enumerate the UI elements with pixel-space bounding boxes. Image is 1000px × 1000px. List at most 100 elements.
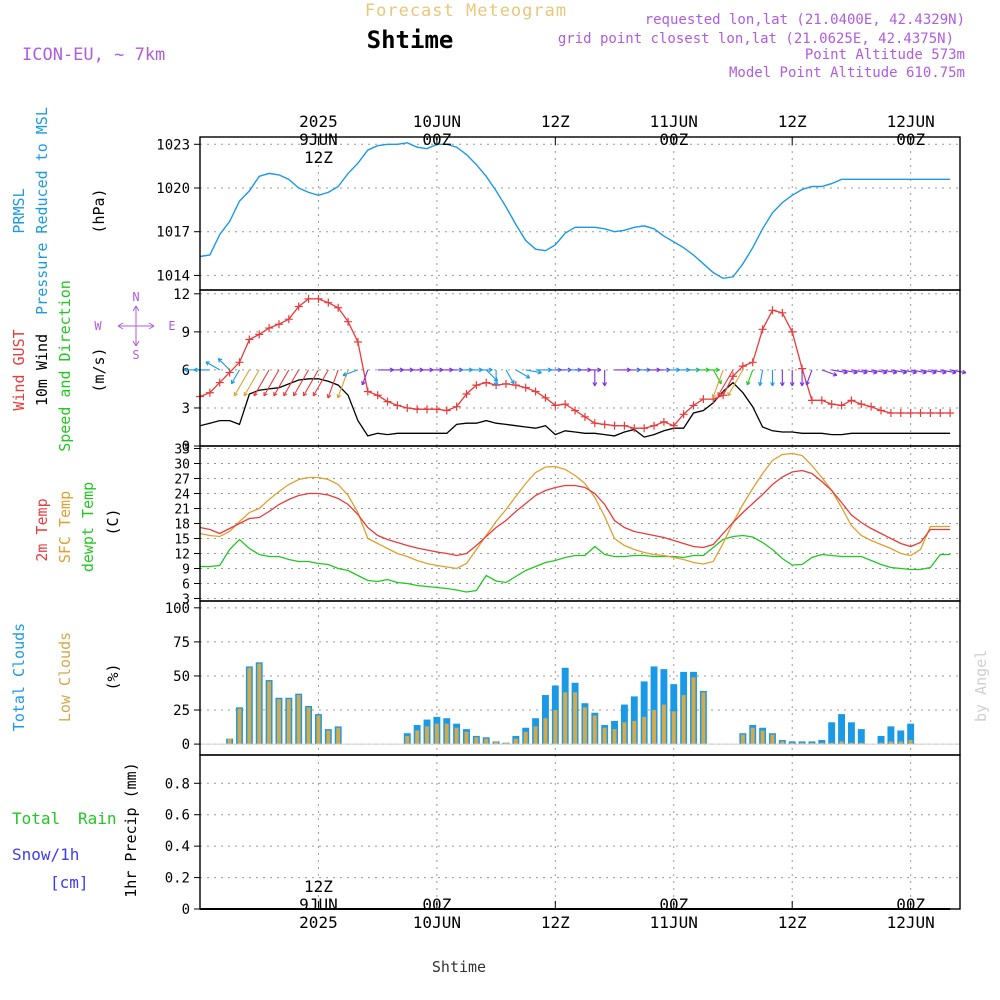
low-clouds-bar [434,723,439,745]
model-label: ICON-EU, ~ 7km [22,45,165,65]
low-clouds-bar [592,715,597,745]
gust-marker [867,402,876,411]
low-clouds-bar [602,727,607,745]
low-clouds-bar [444,723,449,745]
gust-marker [373,391,382,400]
wind-arrow-head [273,391,278,397]
low-clouds-bar [523,731,528,745]
gust-marker [561,400,570,409]
low-clouds-bar [267,681,272,745]
dewpt-label: dewpt Temp [79,482,97,572]
clouds-tick-label: 25 [173,703,190,719]
time-axis-label: 12Z [541,913,570,932]
wind-arrow-head [488,367,493,373]
low-clouds-bar [879,742,884,745]
wind-arrow-head [293,391,298,397]
wind-arrow-head [770,382,775,387]
clouds-tick-label: 50 [173,669,190,685]
wind-direction-arrow [205,361,221,371]
wind-direction-arrow [253,369,270,397]
total-clouds-bar [818,740,826,745]
wind-direction-arrow [293,369,310,397]
gridpoint-coords: grid point closest lon,lat (21.0625E, 42… [558,31,954,47]
gust-marker [936,409,945,418]
wind-arrow-head [799,382,805,387]
wind-direction-arrow [920,369,937,374]
wind-direction-arrow [831,369,848,374]
gust-marker [906,409,915,418]
low-clouds-bar [740,734,745,745]
gust-marker [847,396,856,405]
total-clouds-bar [650,666,658,745]
low-clouds-label: Low Clouds [56,632,74,722]
gust-marker [462,390,471,398]
gust-marker [304,294,313,303]
wind-direction-arrow [243,369,260,397]
low-clouds-bar [632,720,637,745]
pressure-unit: (hPa) [90,188,108,233]
gust-marker [877,406,886,415]
wind-direction-arrow [302,369,319,397]
wind-direction-arrow [727,369,744,397]
wind-arrow-head [758,381,763,387]
low-clouds-bar [454,727,459,745]
wind-arrow-head [715,367,720,373]
compass-s: S [132,348,139,362]
gust-marker [245,335,254,344]
gust-marker [837,401,846,410]
gust-marker [817,396,826,405]
t2m-line [199,469,951,557]
low-clouds-bar [316,715,321,745]
wind-arrow-head [537,369,542,375]
gust-marker [827,400,836,409]
gust-marker [571,406,580,415]
wind-tick-label: 3 [182,401,190,417]
gust-marker [482,378,491,387]
gust-marker [699,395,708,404]
wind-direction-arrow [712,369,722,385]
gust-marker [728,372,737,381]
wind-direction-arrow [851,369,868,374]
low-clouds-bar [691,677,696,745]
wind-tick-label: 0 [182,439,190,455]
low-clouds-bar [829,742,834,745]
temp-tick-label: 24 [174,488,190,503]
gust-marker [413,405,422,414]
clouds-tick-label: 0 [182,737,190,753]
pressure-tick-label: 1014 [156,268,190,284]
temp-tick-label: 6 [182,578,190,593]
gust-marker [265,324,274,333]
footer-location: Shtime [432,958,486,976]
total-clouds-bar [630,696,638,745]
precip-unit: 1hr Precip (mm) [122,762,140,897]
gust-marker [896,409,905,418]
gust-marker [511,381,520,390]
gust-marker [363,387,372,396]
gust-marker [640,424,649,433]
gust-marker [738,362,747,371]
wind-direction-arrow [505,369,515,385]
wind10m-line [199,378,951,438]
low-clouds-bar [533,726,538,745]
gust-marker [719,391,728,400]
gust-marker [788,327,797,336]
wind-arrow-head [193,367,198,373]
time-axis-label: 12Z [541,112,570,131]
total-clouds-bar [897,730,905,745]
wind-arrow-head [263,391,268,397]
gust-marker [659,417,668,426]
total-clouds-bar [857,729,865,745]
product-title: Forecast Meteogram [365,1,567,21]
low-clouds-bar [484,738,489,745]
total-rain-label-total: Total [12,809,60,828]
gust-marker [442,406,451,415]
time-axis-label: 2025 [299,913,338,932]
gust-marker [768,306,777,315]
wind-arrow-head [779,382,785,387]
watermark: by Angel [972,650,990,722]
low-clouds-bar [819,742,824,745]
wind-arrow-head [312,391,318,397]
time-axis-label: 9JUN [299,895,338,914]
wind-direction-arrow [263,369,280,397]
